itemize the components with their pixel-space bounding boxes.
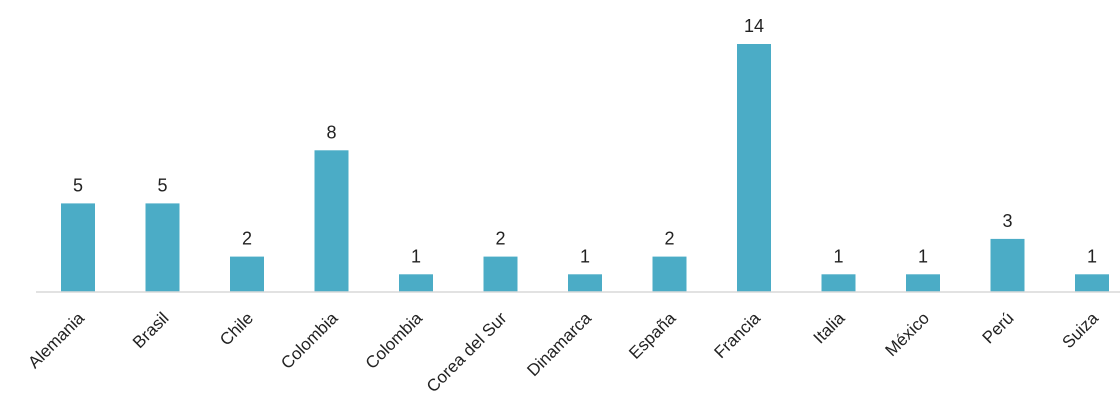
- bar: [906, 274, 940, 292]
- bar-value-label: 1: [411, 246, 421, 266]
- x-tick-label: Italia: [810, 308, 849, 347]
- x-tick-label: Alemania: [24, 308, 88, 372]
- bar: [990, 238, 1025, 292]
- bar: [399, 274, 433, 292]
- x-tick-label: Brasil: [129, 309, 172, 352]
- bar: [230, 256, 264, 292]
- bar-value-label: 8: [326, 122, 336, 142]
- bar: [61, 203, 95, 292]
- bar: [1075, 274, 1109, 292]
- bar: [821, 274, 856, 292]
- bar: [568, 274, 602, 292]
- x-tick-label: Colombia: [277, 308, 342, 373]
- bar-value-label: 1: [580, 246, 590, 266]
- x-tick-label: Francia: [710, 308, 764, 362]
- x-tick-label: México: [881, 309, 933, 361]
- x-tick-label: España: [625, 308, 680, 363]
- bar-value-label: 1: [833, 246, 843, 266]
- bar-value-label: 2: [495, 229, 505, 249]
- bar: [652, 256, 687, 292]
- bar-value-label: 5: [73, 175, 83, 195]
- x-tick-labels-group: Alemania Brasil Chile Colombia Colombia Core…: [24, 308, 1102, 396]
- bar-value-label: 1: [1087, 246, 1097, 266]
- x-tick-label: Dinamarca: [523, 308, 595, 380]
- bar-value-label: 2: [242, 229, 252, 249]
- bar-value-label: 3: [1002, 211, 1012, 231]
- bar: [737, 44, 771, 292]
- x-tick-label: Suiza: [1058, 308, 1102, 352]
- bar: [314, 150, 349, 292]
- x-tick-label: Corea del Sur: [423, 308, 511, 396]
- bar-value-label: 5: [157, 175, 167, 195]
- bar-value-label: 2: [664, 229, 674, 249]
- x-tick-label: Chile: [216, 309, 257, 350]
- x-tick-label: Colombia: [362, 308, 427, 373]
- x-tick-label: Perú: [979, 309, 1018, 348]
- bar: [483, 256, 518, 292]
- bar: [145, 203, 180, 292]
- bars-group: [61, 44, 1109, 292]
- bar-value-label: 14: [744, 16, 764, 36]
- data-labels-group: 5 5 2 8 1 2 1 2 14 1 1 3 1: [73, 16, 1097, 266]
- bar-value-label: 1: [918, 246, 928, 266]
